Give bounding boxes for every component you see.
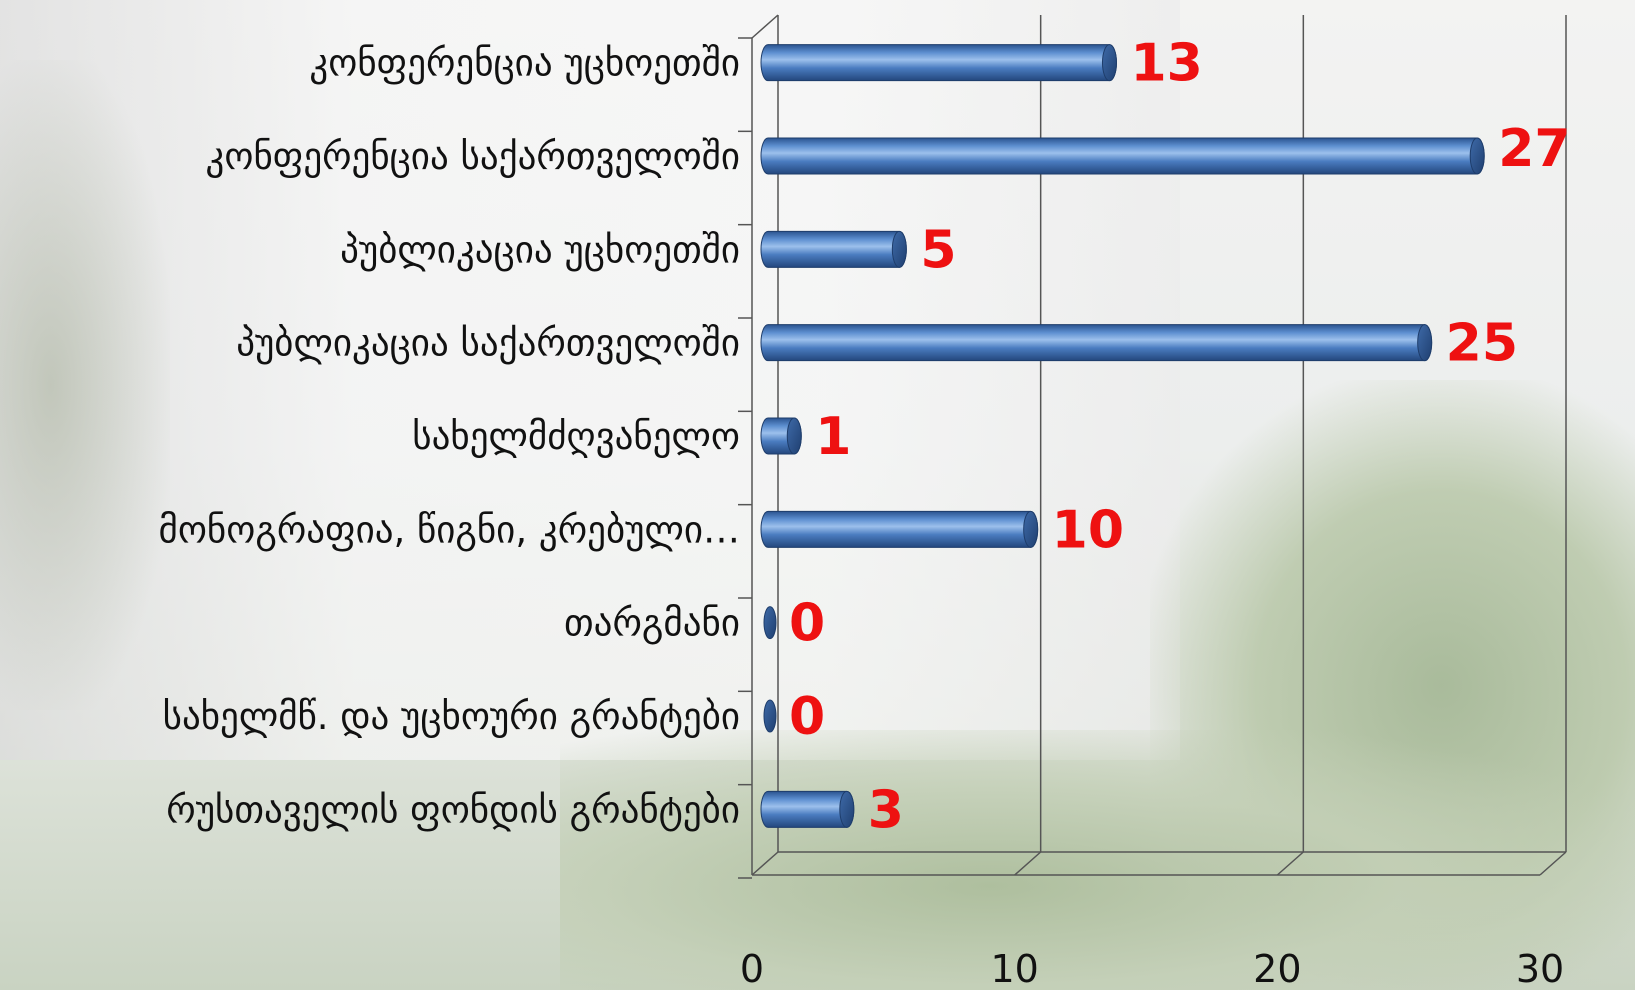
bar: [763, 606, 777, 640]
floor-gridline: [1014, 851, 1042, 876]
value-label: 10: [1052, 500, 1124, 560]
floor-gridline: [1539, 851, 1567, 876]
value-label: 25: [1446, 314, 1518, 374]
value-label: 1: [815, 407, 851, 467]
category-label: პუბლიკაცია უცხოეთში: [340, 228, 740, 271]
bar-end-cap: [891, 230, 907, 268]
wall-top-edge: [751, 14, 779, 39]
bar: [760, 324, 1433, 362]
category-label: რუსთაველის ფონდის გრანტები: [166, 788, 740, 831]
value-label: 0: [789, 687, 825, 747]
floor-gridline: [1276, 851, 1304, 876]
category-label: კონფერენცია საქართველოში: [205, 135, 740, 178]
bar-end-cap: [1023, 510, 1039, 548]
category-label: კონფერენცია უცხოეთში: [309, 42, 740, 85]
x-tick-label: 30: [1516, 947, 1564, 990]
category-label: სახელმწ. და უცხოური გრანტები: [163, 695, 740, 738]
bar-end-cap: [1101, 44, 1117, 82]
bar: [760, 230, 907, 268]
value-label: 3: [868, 780, 904, 840]
bar: [760, 510, 1039, 548]
x-tick-label: 0: [740, 947, 764, 990]
category-labels: კონფერენცია უცხოეთში კონფერენცია საქართვე…: [158, 42, 740, 832]
bar: [763, 699, 777, 733]
value-label: 5: [920, 220, 956, 280]
value-label: 0: [789, 594, 825, 654]
category-label: პუბლიკაცია საქართველოში: [236, 322, 740, 365]
x-tick-label: 10: [990, 947, 1038, 990]
bar-end-cap: [1469, 137, 1485, 175]
category-label: თარგმანი: [564, 602, 740, 645]
bar-end-cap: [839, 790, 855, 828]
bar-end-cap: [1417, 324, 1433, 362]
bars: [760, 44, 1485, 828]
x-axis-ticks: 0 10 20 30: [740, 947, 1564, 990]
category-label: სახელმძღვანელო: [412, 415, 740, 458]
value-label: 13: [1130, 34, 1202, 94]
floor-gridline: [751, 851, 779, 876]
category-label: მონოგრაფია, წიგნი, კრებული…: [158, 508, 740, 551]
bar: [760, 44, 1117, 82]
bar-end-cap: [786, 417, 802, 455]
bar: [760, 137, 1485, 175]
value-label: 27: [1498, 119, 1570, 179]
x-tick-label: 20: [1253, 947, 1301, 990]
